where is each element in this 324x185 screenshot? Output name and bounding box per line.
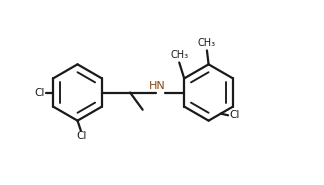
Text: CH₃: CH₃ [198, 38, 216, 48]
Text: HN: HN [149, 81, 166, 91]
Text: Cl: Cl [229, 110, 239, 120]
Text: Cl: Cl [34, 88, 45, 97]
Text: CH₃: CH₃ [170, 50, 188, 60]
Text: Cl: Cl [76, 131, 87, 141]
